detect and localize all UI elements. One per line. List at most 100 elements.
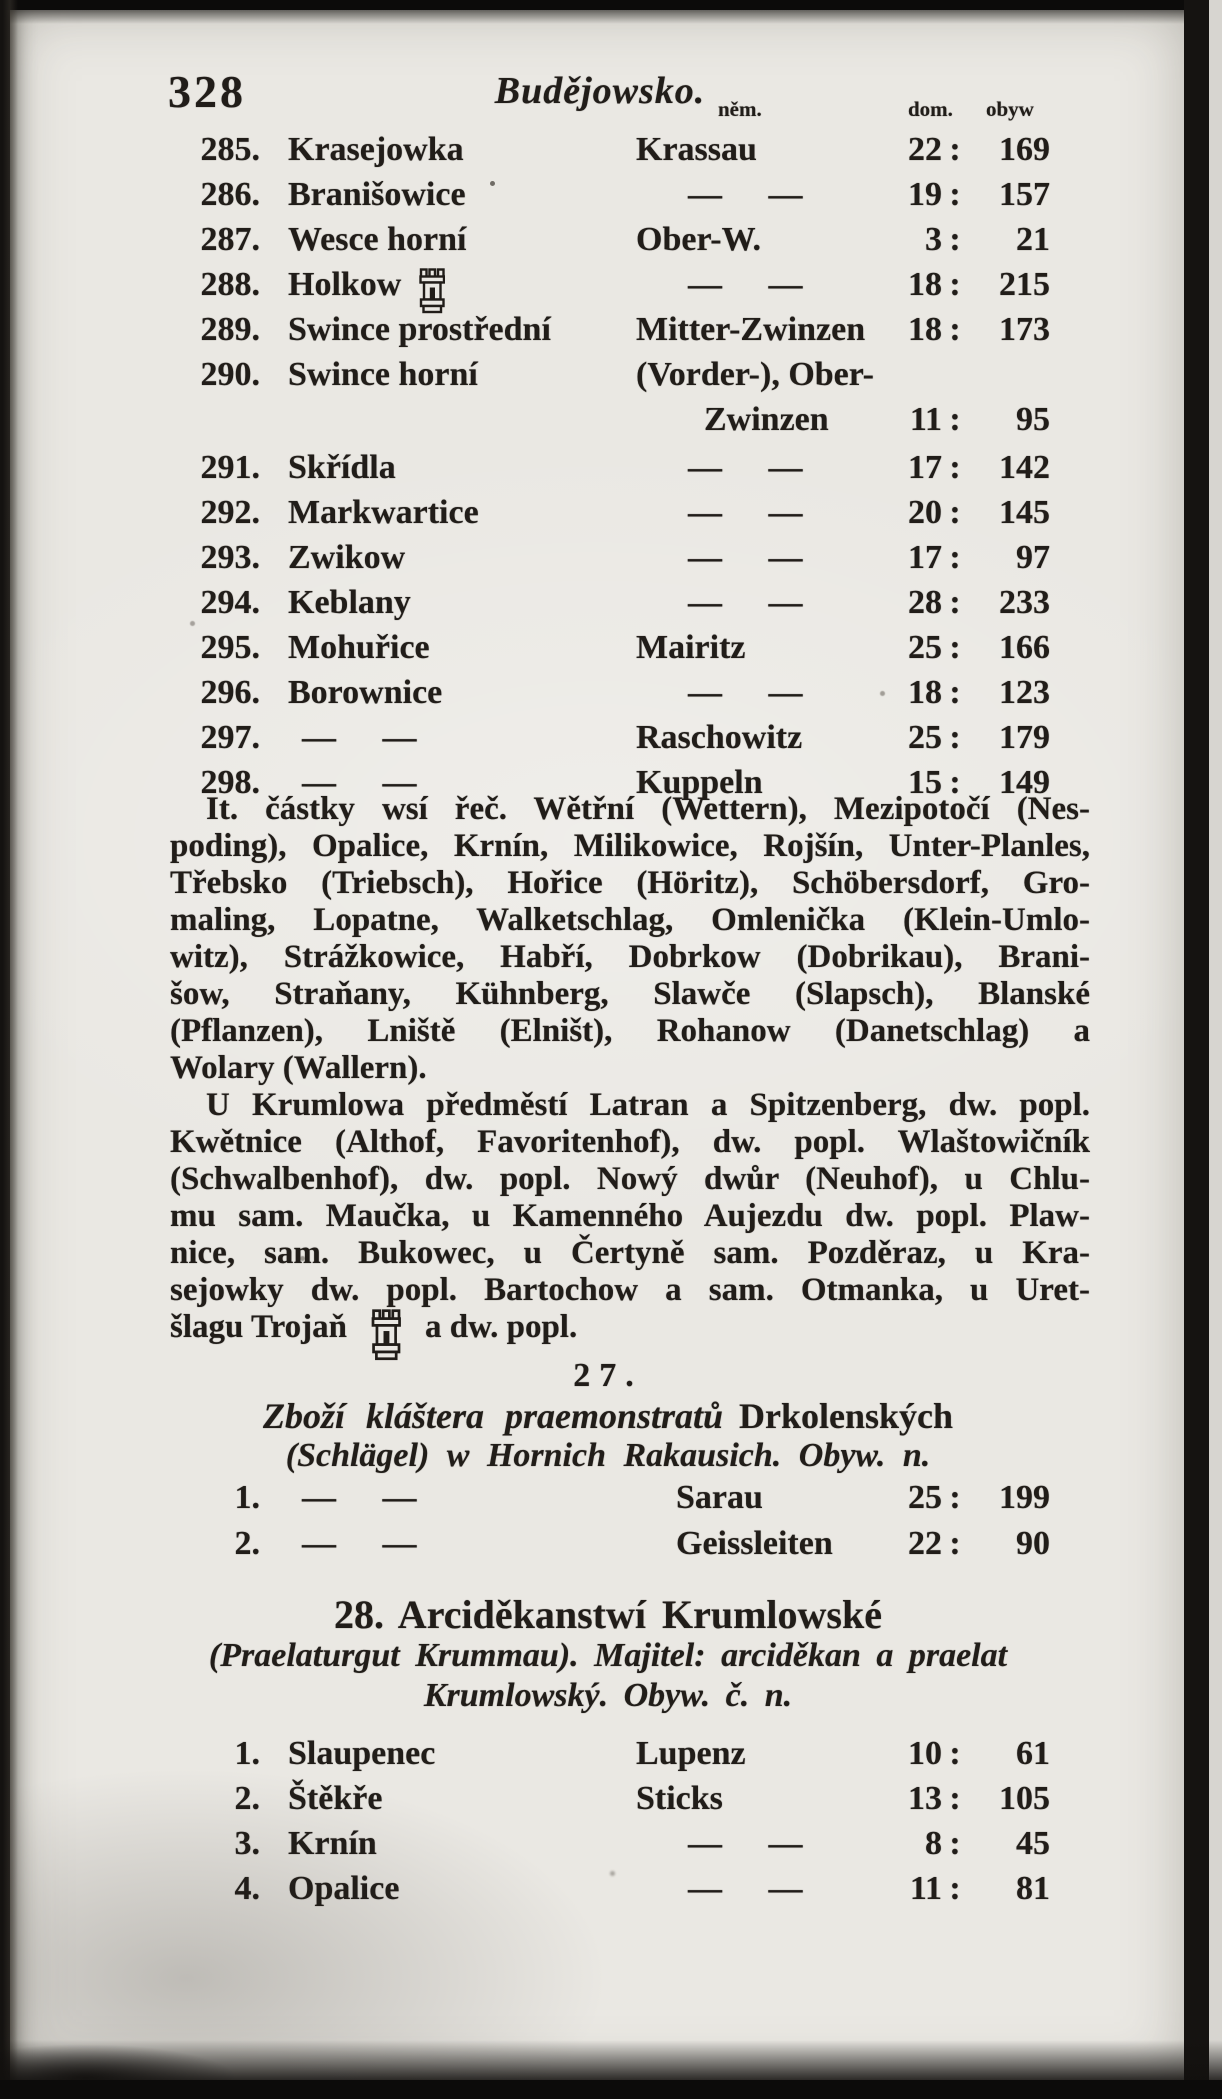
row-number: 296. [200, 674, 261, 711]
scan-border-top [0, 0, 1222, 10]
czech-name: Branišowice [288, 176, 466, 213]
house-count: 20 [908, 494, 942, 531]
german-name: Geissleiten [676, 1525, 833, 1562]
scan-border-left [0, 0, 18, 2099]
house-count: 10 [908, 1735, 942, 1772]
paragraph-line: U Krumlowa předměstí Latran a Spitzenber… [206, 1087, 1090, 1123]
table-row: 289. Swince prostřední Mitter-Zwinzen 18… [148, 307, 1051, 352]
counts: 18:173 [886, 307, 1050, 352]
paragraph-line: Kwětnice (Althof, Favoritenhof), dw. pop… [170, 1124, 1090, 1160]
population-count: 157 [999, 176, 1050, 213]
german-name-dashes: — — [688, 449, 804, 486]
house-count: 22 [908, 1525, 942, 1562]
counts: 8:45 [886, 1821, 1050, 1866]
population-count: 142 [999, 449, 1050, 486]
paragraph-line: (Schwalbenhof), dw. popl. Nowý dwůr (Neu… [170, 1161, 1090, 1197]
population-count: 173 [999, 311, 1050, 348]
counts: 17:97 [886, 535, 1050, 580]
row-number: 298. [200, 764, 261, 801]
section-27-number: 27. [573, 1357, 643, 1394]
czech-name: Swince horní [288, 356, 478, 393]
czech-name: Skřídla [288, 449, 396, 486]
house-count: 19 [908, 176, 942, 213]
section-27-title-bold: Drkolenských [739, 1396, 954, 1436]
german-name-dashes: — — [688, 176, 804, 213]
german-name-dashes: — — [688, 266, 804, 303]
paragraph-line: nice, sam. Bukowec, u Čertyně sam. Pozdě… [170, 1235, 1090, 1271]
scan-border-bottom-fade [0, 2040, 1222, 2080]
house-count: 28 [908, 584, 942, 621]
counts: 28:233 [886, 580, 1050, 625]
scan-border-top-fade [0, 10, 1222, 24]
adjacent-page-edge [1209, 0, 1222, 2099]
counts: 25:166 [886, 625, 1050, 670]
counts: 11:81 [886, 1866, 1050, 1911]
section-27-title-italic: Zboží kláštera praemonstratů [262, 1396, 724, 1436]
page-sheet: 328 Budějowsko. něm. dom. obyw 285. Kras… [10, 9, 1186, 2082]
population-count: 233 [999, 584, 1050, 621]
czech-name: Opalice [288, 1870, 400, 1907]
population-count: 97 [1016, 539, 1050, 576]
table-row: 1. — — Sarau 25:199 [148, 1475, 1051, 1520]
house-count: 25 [908, 629, 942, 666]
czech-name-dashes: — — [302, 1479, 418, 1516]
row-number: 294. [200, 584, 261, 621]
row-number: 285. [200, 131, 261, 168]
table-row: 290. Swince horní (Vorder-), Ober- [148, 352, 1050, 397]
house-count: 18 [908, 311, 942, 348]
population-count: 199 [999, 1479, 1050, 1516]
table-row: 2. Štěkře Sticks 13:105 [148, 1776, 1051, 1821]
section-28-subtitle-line2: Krumlowský. Obyw. č. n. [423, 1677, 793, 1714]
row-number: 288. [200, 266, 261, 303]
paragraph-line: šow, Straňany, Kühnberg, Slawče (Slapsch… [170, 976, 1090, 1012]
paragraph-line: sejowky dw. popl. Bartochow a sam. Otman… [170, 1272, 1090, 1308]
running-title: Budějowsko. [494, 70, 706, 112]
german-name: Kuppeln [636, 764, 763, 801]
population-count: 123 [999, 674, 1050, 711]
german-name-dashes: — — [688, 674, 804, 711]
paragraph-line: maling, Lopatne, Walketschlag, Omlenička… [170, 902, 1090, 938]
population-count: 149 [999, 764, 1050, 801]
czech-name: Mohuřice [288, 629, 430, 666]
counts: 18:123 [886, 670, 1050, 715]
population-count: 179 [999, 719, 1050, 756]
section-27-title: Zboží kláštera praemonstratů Drkolenských [148, 1395, 1068, 1437]
population-count: 105 [999, 1780, 1050, 1817]
german-name-dashes: — — [688, 1870, 804, 1907]
population-count: 145 [999, 494, 1050, 531]
counts: 20:145 [886, 490, 1050, 535]
row-number: 286. [200, 176, 261, 213]
counts: 18:215 [886, 262, 1050, 307]
counts: 19:157 [886, 172, 1050, 217]
counts: 25:199 [886, 1475, 1050, 1520]
table-row: 288. Holkow — — 18:215 [148, 262, 1050, 314]
german-name: Sarau [676, 1479, 763, 1516]
counts: 13:105 [886, 1776, 1050, 1821]
paragraph-line: It. částky wsí řeč. Wětřní (Wettern), Me… [206, 791, 1090, 827]
house-count: 11 [909, 401, 942, 438]
column-header-dom: dom. [908, 97, 953, 121]
row-number: 1. [234, 1735, 261, 1772]
population-count: 21 [1016, 221, 1050, 258]
paragraph-line: poding), Opalice, Krnín, Milikowice, Roj… [170, 828, 1090, 864]
castle-tower-icon [371, 1309, 401, 1361]
table-row: 286. Branišowice — — 19:157 [148, 172, 1051, 217]
row-number: 292. [200, 494, 261, 531]
table-row: 296. Borownice — — 18:123 [148, 670, 1051, 715]
paragraph-line: Třebsko (Triebsch), Hořice (Höritz), Sch… [170, 865, 1090, 901]
counts: 3:21 [886, 217, 1050, 262]
row-number: 2. [234, 1525, 261, 1562]
population-count: 215 [999, 266, 1050, 303]
german-name: Mitter-Zwinzen [636, 311, 866, 348]
german-name: Raschowitz [636, 719, 803, 756]
counts: 22:90 [886, 1521, 1050, 1566]
counts: 17:142 [886, 445, 1050, 490]
house-count: 8 [925, 1825, 942, 1862]
paragraph-line: (Pflanzen), Lniště (Elništ), Rohanow (Da… [170, 1013, 1090, 1049]
house-count: 11 [909, 1870, 942, 1907]
house-count: 17 [908, 449, 942, 486]
table-row: 287. Wesce horní Ober-W. 3:21 [148, 217, 1051, 262]
population-count: 166 [999, 629, 1050, 666]
row-number: 289. [200, 311, 261, 348]
section-28-title: 28. Arciděkanstwí Krumlowské [334, 1592, 882, 1637]
